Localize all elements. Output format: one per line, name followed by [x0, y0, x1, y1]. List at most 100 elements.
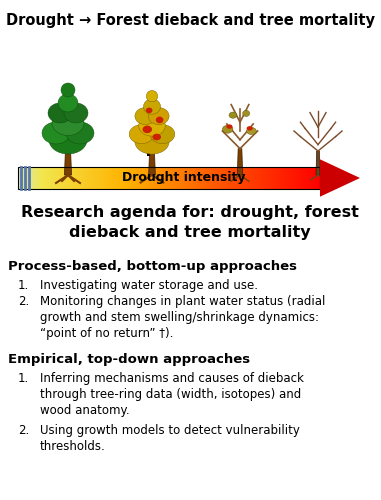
Bar — [281, 167, 282, 189]
Bar — [237, 167, 239, 189]
Bar — [251, 167, 253, 189]
Bar — [143, 167, 144, 189]
Bar — [175, 167, 176, 189]
Bar — [223, 167, 225, 189]
Bar — [231, 167, 233, 189]
Bar — [55, 167, 57, 189]
Bar — [99, 167, 100, 189]
Bar — [88, 167, 89, 189]
Ellipse shape — [247, 128, 256, 134]
Bar — [140, 167, 141, 189]
Bar — [231, 167, 232, 189]
Bar — [191, 167, 193, 189]
Bar — [226, 167, 227, 189]
Bar — [268, 167, 269, 189]
Bar — [83, 167, 85, 189]
Bar — [115, 167, 116, 189]
Bar — [166, 167, 168, 189]
Bar — [123, 167, 124, 189]
Bar — [72, 167, 74, 189]
Ellipse shape — [61, 83, 75, 97]
Bar — [294, 167, 295, 189]
Bar — [56, 167, 58, 189]
Bar — [130, 167, 131, 189]
Bar — [306, 167, 307, 189]
Bar — [110, 167, 112, 189]
Bar — [145, 167, 146, 189]
Bar — [239, 167, 240, 189]
Bar — [228, 167, 230, 189]
Bar — [127, 167, 128, 189]
Bar — [242, 167, 244, 189]
Bar — [65, 167, 67, 189]
Bar — [279, 167, 280, 189]
Bar — [109, 167, 110, 189]
Polygon shape — [64, 145, 72, 175]
Bar — [79, 167, 81, 189]
Bar — [112, 167, 113, 189]
Bar — [253, 167, 254, 189]
Bar — [21, 167, 22, 189]
Bar — [41, 167, 43, 189]
Bar — [224, 167, 226, 189]
Bar — [153, 167, 154, 189]
Bar — [91, 167, 93, 189]
Bar — [58, 167, 60, 189]
Bar — [54, 167, 56, 189]
Bar — [86, 167, 88, 189]
Bar — [287, 167, 288, 189]
Bar — [51, 167, 53, 189]
Bar — [183, 167, 185, 189]
Bar — [74, 167, 75, 189]
Bar — [295, 167, 296, 189]
Bar — [90, 167, 91, 189]
Bar — [142, 167, 143, 189]
Bar — [210, 167, 212, 189]
Bar — [149, 167, 150, 189]
Bar — [136, 167, 137, 189]
Bar — [162, 167, 163, 189]
Bar — [118, 167, 120, 189]
Bar — [147, 167, 148, 189]
Bar — [96, 167, 97, 189]
Bar — [20, 167, 21, 189]
Text: 2.: 2. — [18, 295, 29, 308]
Bar — [277, 167, 278, 189]
Bar — [265, 167, 266, 189]
Bar — [28, 167, 30, 189]
Bar — [298, 167, 299, 189]
Bar — [301, 167, 303, 189]
Bar — [308, 167, 309, 189]
Bar — [154, 167, 155, 189]
Bar — [101, 167, 102, 189]
Bar — [220, 167, 222, 189]
Bar — [85, 167, 87, 189]
Bar — [98, 167, 99, 189]
Bar — [144, 167, 145, 189]
Bar — [193, 167, 195, 189]
Ellipse shape — [229, 112, 237, 118]
Bar — [82, 167, 84, 189]
Bar — [37, 167, 38, 189]
Bar — [255, 167, 256, 189]
Bar — [61, 167, 63, 189]
Bar — [267, 167, 268, 189]
Bar — [269, 167, 270, 189]
Bar — [305, 167, 306, 189]
Bar — [74, 167, 76, 189]
Bar — [39, 167, 41, 189]
Text: Investigating water storage and use.: Investigating water storage and use. — [40, 279, 258, 292]
Bar — [60, 167, 62, 189]
Bar — [215, 167, 217, 189]
Bar — [307, 167, 309, 189]
Polygon shape — [320, 160, 360, 196]
Bar — [318, 167, 320, 189]
Bar — [126, 167, 127, 189]
Text: Inferring mechanisms and causes of dieback
through tree-ring data (width, isotop: Inferring mechanisms and causes of dieba… — [40, 372, 304, 417]
Bar — [185, 167, 187, 189]
Bar — [314, 167, 315, 189]
Bar — [102, 167, 103, 189]
Bar — [124, 167, 125, 189]
Bar — [200, 167, 202, 189]
Text: Research agenda for: drought, forest
dieback and tree mortality: Research agenda for: drought, forest die… — [21, 205, 359, 240]
